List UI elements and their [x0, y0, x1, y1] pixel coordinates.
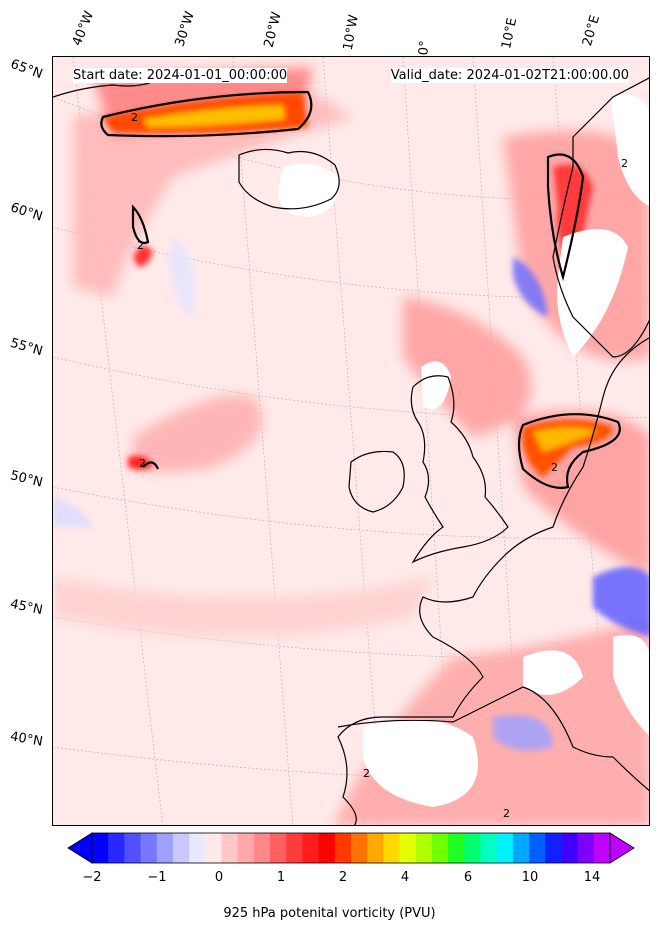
colorbar-cell — [448, 833, 465, 863]
colorbar-cell — [334, 833, 352, 863]
colorbar-cell — [318, 833, 336, 863]
colorbar-cells — [92, 833, 611, 863]
contour-label: 2 — [551, 461, 558, 474]
colorbar-tick: 6 — [463, 870, 473, 885]
colorbar-tick: −1 — [147, 870, 167, 885]
colorbar-cell — [172, 833, 190, 863]
colorbar-cell — [399, 833, 417, 863]
colorbar-cell — [431, 833, 449, 863]
colorbar-cell — [577, 833, 595, 863]
colorbar-cell — [545, 833, 562, 863]
contour-label: 2 — [131, 111, 138, 124]
valid-date: Valid_date: 2024-01-02T21:00:00.00 — [390, 68, 629, 83]
colorbar-cell — [270, 833, 287, 863]
colorbar-tick: 1 — [276, 870, 286, 885]
contour-label: 2 — [503, 807, 510, 820]
colorbar-cell — [92, 833, 109, 863]
colorbar-cell — [237, 833, 255, 863]
contour-label: 2 — [139, 457, 146, 470]
colorbar-cell — [108, 833, 125, 863]
colorbar-tick: 10 — [521, 870, 539, 885]
masked-regions — [278, 94, 649, 807]
colorbar-tick: 4 — [400, 870, 410, 885]
colorbar-cell — [221, 833, 239, 863]
colorbar-cell — [302, 833, 320, 863]
colorbar-label: 925 hPa potenital vorticity (PVU) — [223, 906, 436, 921]
start-date: Start date: 2024-01-01_00:00:00 — [73, 68, 288, 83]
colorbar-cell — [140, 833, 158, 863]
colorbar-max-arrow — [609, 832, 635, 864]
colorbar-cell — [189, 833, 206, 863]
pv-contours — [100, 90, 621, 489]
colorbar-cell — [253, 833, 271, 863]
colorbar-tick: 14 — [583, 870, 601, 885]
colorbar-cell — [205, 833, 222, 863]
pv-map: 2 2 2 2 2 2 2 Start date: 2024-01-01_00:… — [52, 56, 650, 826]
colorbar-cell — [480, 833, 498, 863]
colorbar-cell — [286, 833, 303, 863]
colorbar-cell — [496, 833, 514, 863]
contour-label: 2 — [621, 157, 628, 170]
colorbar-cell — [593, 833, 611, 863]
colorbar-cell — [124, 833, 142, 863]
colorbar-cell — [415, 833, 433, 863]
colorbar-tick: 2 — [338, 870, 348, 885]
colorbar-cell — [561, 833, 579, 863]
pv-field: 2 2 2 2 2 2 2 — [53, 57, 649, 825]
colorbar-tick: −2 — [82, 870, 102, 885]
colorbar-cell — [383, 833, 401, 863]
colorbar-cell — [351, 833, 368, 863]
contour-label: 2 — [137, 239, 144, 252]
colorbar-min-arrow — [67, 832, 93, 864]
colorbar-frame — [91, 832, 611, 864]
colorbar-cell — [156, 833, 174, 863]
colorbar-cell — [464, 833, 481, 863]
colorbar-cell — [529, 833, 546, 863]
colorbar-tick: 0 — [214, 870, 224, 885]
colorbar-cell — [512, 833, 530, 863]
colorbar-cell — [367, 833, 384, 863]
contour-label: 2 — [363, 767, 370, 780]
